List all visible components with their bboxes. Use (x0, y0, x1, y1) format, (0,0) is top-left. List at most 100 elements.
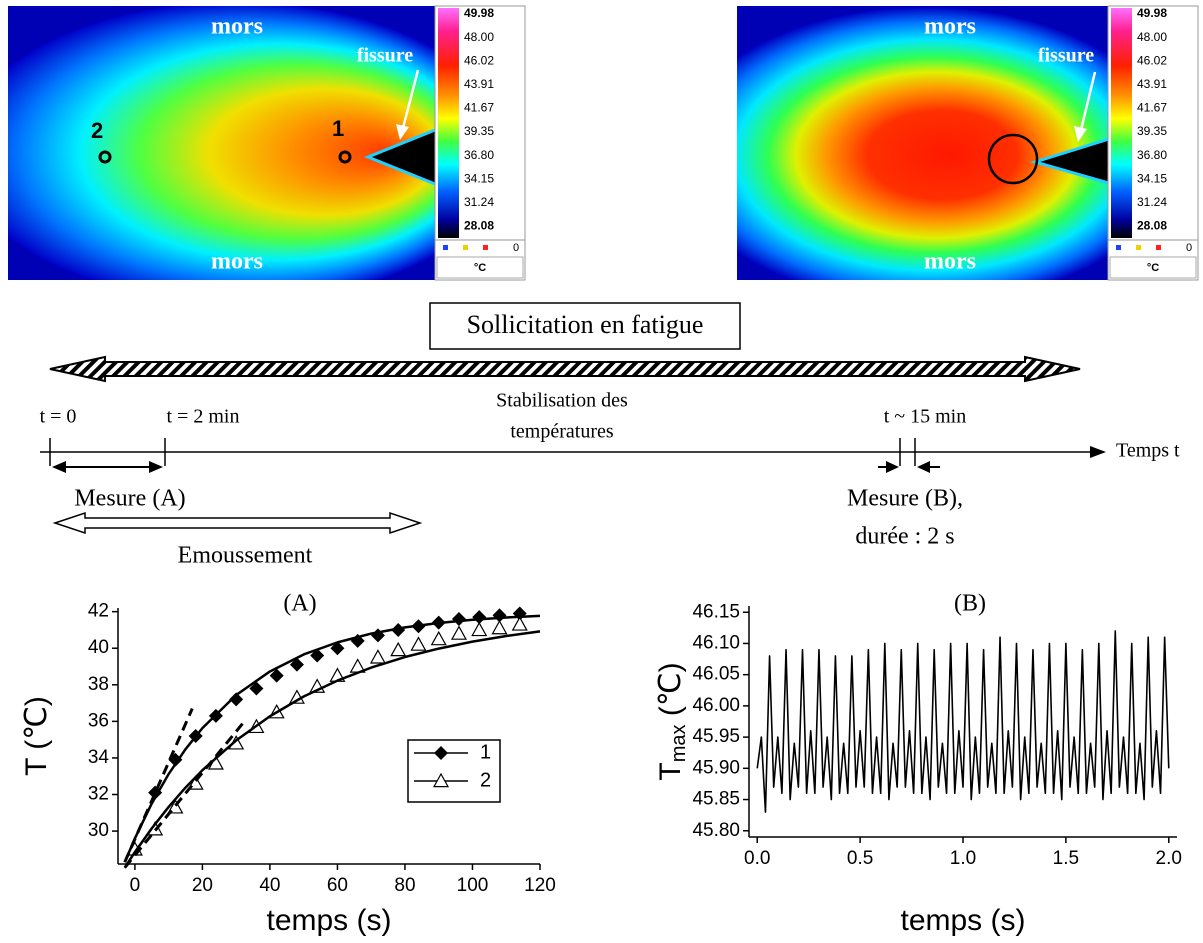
legend: 12 (407, 739, 501, 803)
chart-title: (B) (954, 591, 986, 617)
marker-triangle (410, 636, 427, 651)
marker-triangle (511, 616, 528, 631)
legend-label: 2 (480, 769, 491, 791)
colorbar-label: 46.02 (1137, 53, 1167, 67)
x-tick-label: 80 (394, 875, 415, 896)
y-tick-label: 34 (88, 747, 110, 768)
x-tick-label: 0.5 (847, 848, 873, 869)
thermal-image (8, 6, 435, 280)
grip-label: mors (211, 249, 263, 275)
colorbar-label: 41.67 (1137, 101, 1167, 115)
x-axis-label: temps (s) (266, 904, 391, 937)
y-tick-label: 45.80 (692, 820, 740, 841)
colorbar-icon (1116, 245, 1121, 250)
phase-label: Stabilisation des (496, 390, 628, 412)
fatigue-arrow (49, 355, 1081, 383)
marker-diamond (391, 622, 406, 637)
title-box (429, 302, 741, 350)
y-tick-label: 45.85 (692, 789, 740, 810)
x-tick-label: 120 (524, 875, 556, 896)
colorbar-unit: °C (1147, 262, 1159, 274)
y-axis-label-subscript: max (668, 724, 690, 762)
x-tick-label: 60 (327, 875, 348, 896)
marker-diamond (434, 746, 448, 760)
chart-title: (A) (283, 591, 316, 617)
colorbar-icon (483, 245, 488, 250)
crack-arrowhead (1074, 126, 1087, 142)
y-tick-label: 45.95 (692, 726, 740, 747)
marker-diamond (269, 668, 284, 683)
series-line (123, 614, 541, 863)
colorbar-label: 34.15 (464, 171, 494, 185)
arrowhead (886, 461, 899, 473)
marker-triangle (491, 619, 508, 635)
y-tick-label: 45.90 (692, 757, 740, 778)
x-tick-label: 2.0 (1156, 848, 1182, 869)
colorbar-label: 34.15 (1137, 171, 1167, 185)
y-tick-label: 38 (88, 674, 109, 695)
colorbar-icon (443, 245, 448, 250)
measure-label: Mesure (A) (74, 486, 185, 512)
measure-label: Mesure (B), (847, 486, 963, 512)
x-tick-label: 100 (457, 875, 489, 896)
x-tick-label: 1.0 (950, 848, 976, 869)
time-label: t = 2 min (167, 406, 240, 428)
marker-triangle (471, 621, 488, 637)
legend-label: 1 (480, 741, 491, 763)
x-tick-label: 0.0 (744, 848, 770, 869)
measure-point (98, 150, 112, 164)
colorbar-icon (463, 245, 468, 250)
marker-triangle (288, 689, 305, 704)
colorbar-label: 49.98 (1137, 6, 1167, 20)
colorbar-label: 43.91 (1137, 77, 1167, 91)
timeline-title: Sollicitation en fatigue (467, 310, 704, 339)
series-line (123, 722, 245, 869)
y-tick-label: 46.05 (692, 664, 740, 685)
marker-triangle (369, 649, 386, 664)
colorbar-unit-box (1109, 256, 1197, 279)
arrowhead (149, 461, 163, 473)
y-tick-label: 32 (88, 784, 109, 805)
colorbar-label: 36.80 (1137, 148, 1167, 162)
x-axis-label: temps (s) (900, 904, 1025, 937)
x-tick-label: 1.5 (1053, 848, 1079, 869)
measure-point (338, 150, 352, 164)
heat-field (737, 7, 1108, 280)
thermal-image (737, 6, 1108, 280)
series-line (123, 630, 541, 869)
colorbar-label: 31.24 (464, 195, 494, 209)
colorbar-label: 36.80 (464, 148, 494, 162)
x-tick-label: 40 (259, 875, 280, 896)
colorbar-value: 0 (513, 242, 519, 254)
marker-triangle (450, 625, 467, 640)
colorbar-label: 46.02 (464, 53, 494, 67)
point-label: 2 (91, 118, 103, 143)
crack-arrow (401, 69, 420, 129)
y-axis-label-main: T (654, 762, 687, 780)
y-axis-label: T (℃) (20, 696, 53, 776)
measure-label: durée : 2 s (855, 524, 954, 550)
crack (1029, 137, 1108, 185)
time-label: t ~ 15 min (884, 406, 967, 428)
y-tick-label: 36 (88, 710, 109, 731)
series-line (756, 630, 1170, 813)
colorbar-label: 28.08 (1137, 219, 1167, 233)
arrowhead (52, 461, 66, 473)
colorbar-label: 31.24 (1137, 195, 1167, 209)
y-tick-label: 42 (88, 601, 109, 622)
x-tick-label: 0 (130, 875, 141, 896)
marker-diamond (451, 611, 466, 626)
point-label: 1 (332, 116, 344, 141)
time-axis-arrowhead (1090, 446, 1106, 458)
colorbar-label: 43.91 (464, 77, 494, 91)
colorbar-icon (1156, 245, 1161, 250)
series-line (123, 707, 194, 863)
legend-box (407, 739, 501, 803)
grip-label: mors (211, 14, 263, 40)
y-axis-label-unit: (℃) (654, 662, 687, 724)
crack (363, 128, 435, 186)
marker-diamond (249, 681, 264, 696)
x-tick-label: 20 (192, 875, 213, 896)
y-tick-label: 46.00 (692, 695, 740, 716)
